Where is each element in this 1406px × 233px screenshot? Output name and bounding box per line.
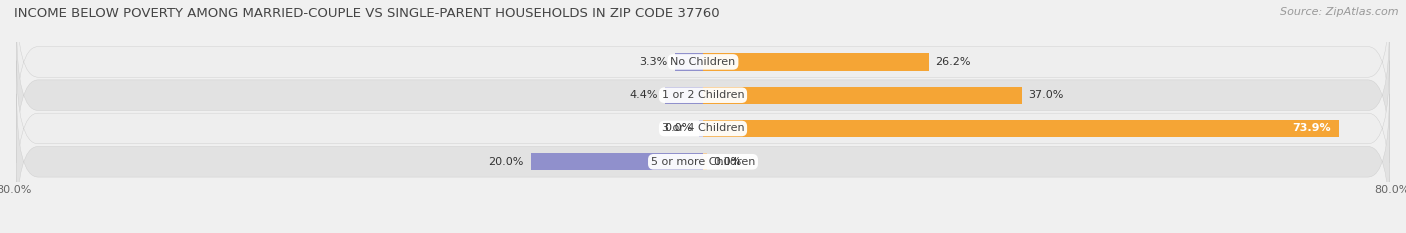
Bar (703, 53, 928, 71)
FancyBboxPatch shape (17, 61, 1389, 196)
FancyBboxPatch shape (17, 94, 1389, 230)
Text: 4.4%: 4.4% (630, 90, 658, 100)
Text: 0.0%: 0.0% (713, 157, 741, 167)
Text: INCOME BELOW POVERTY AMONG MARRIED-COUPLE VS SINGLE-PARENT HOUSEHOLDS IN ZIP COD: INCOME BELOW POVERTY AMONG MARRIED-COUPL… (14, 7, 720, 20)
Bar (703, 120, 1340, 137)
Text: 1 or 2 Children: 1 or 2 Children (662, 90, 744, 100)
Text: 73.9%: 73.9% (1292, 123, 1331, 134)
Text: 0.0%: 0.0% (665, 123, 693, 134)
Bar (531, 153, 703, 170)
Bar (703, 86, 1022, 104)
Bar (665, 86, 703, 104)
Text: Source: ZipAtlas.com: Source: ZipAtlas.com (1281, 7, 1399, 17)
Text: 3 or 4 Children: 3 or 4 Children (662, 123, 744, 134)
Text: 26.2%: 26.2% (935, 57, 972, 67)
Text: No Children: No Children (671, 57, 735, 67)
Text: 37.0%: 37.0% (1029, 90, 1064, 100)
Text: 5 or more Children: 5 or more Children (651, 157, 755, 167)
Bar (699, 120, 703, 137)
Text: 3.3%: 3.3% (640, 57, 668, 67)
FancyBboxPatch shape (17, 0, 1389, 130)
Text: 20.0%: 20.0% (488, 157, 524, 167)
Bar (675, 53, 703, 71)
Bar (703, 153, 707, 170)
FancyBboxPatch shape (17, 27, 1389, 163)
